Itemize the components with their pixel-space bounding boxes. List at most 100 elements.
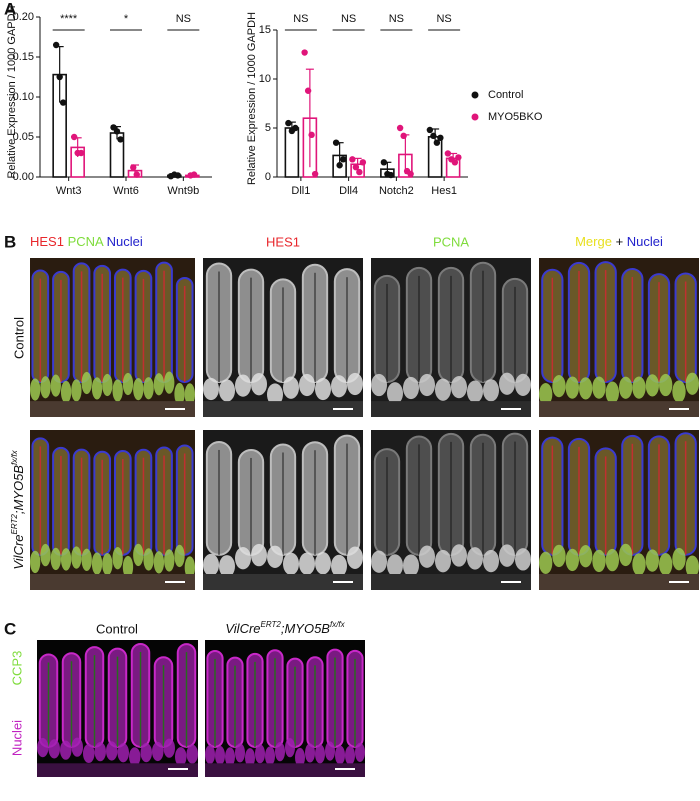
x-tick-label: Dll1 — [291, 185, 310, 197]
crypt — [122, 372, 134, 396]
data-point — [301, 49, 308, 56]
crypt — [659, 373, 673, 397]
crypt — [219, 379, 235, 402]
crypt — [335, 745, 345, 765]
submucosa — [371, 401, 531, 417]
submucosa — [205, 763, 365, 777]
x-tick-label: Wnt6 — [113, 185, 139, 197]
micrograph — [371, 430, 531, 590]
data-point — [407, 170, 414, 178]
crypt — [91, 377, 103, 400]
x-tick-label: Dll4 — [339, 185, 358, 197]
crypt — [605, 381, 619, 404]
data-point — [304, 87, 312, 94]
crypt — [331, 554, 347, 578]
crypt — [143, 548, 154, 571]
crypt — [419, 545, 435, 568]
crypt — [283, 552, 299, 576]
crypt — [387, 382, 403, 405]
data-point — [437, 134, 444, 141]
crypt — [219, 555, 235, 578]
crypt — [325, 741, 335, 761]
y-tick-label: 0 — [265, 171, 271, 183]
row-label: Control — [11, 317, 26, 359]
crypt — [499, 544, 515, 567]
bar — [284, 127, 300, 178]
crypt — [81, 371, 92, 395]
data-point — [359, 159, 367, 166]
data-point — [430, 132, 437, 140]
submucosa — [30, 574, 195, 590]
crypt — [579, 377, 593, 400]
data-point — [444, 150, 452, 157]
micrograph-content — [37, 640, 198, 777]
data-point — [332, 139, 340, 146]
data-point — [133, 171, 140, 178]
panel-letter: B — [4, 232, 16, 251]
x-tick-label: Hes1 — [431, 185, 457, 197]
crypt — [299, 373, 315, 397]
crypt — [645, 549, 659, 572]
micrograph — [539, 430, 699, 590]
crypt — [133, 543, 144, 567]
y-tick-label: 0.20 — [13, 11, 34, 23]
data-point — [400, 132, 407, 140]
data-point — [56, 73, 63, 81]
y-tick-label: 0.05 — [13, 131, 34, 143]
crypt — [295, 747, 305, 768]
crypt — [235, 374, 251, 397]
micrograph-content — [203, 430, 363, 590]
data-point — [336, 162, 343, 169]
panel-letter: A — [4, 0, 16, 18]
crypt — [592, 549, 606, 573]
crypt — [71, 737, 83, 757]
y-tick-label: 0.10 — [13, 91, 34, 103]
micrograph-content — [371, 430, 531, 590]
crypt — [164, 549, 175, 572]
channel-label: CCP3 — [9, 651, 24, 686]
crypt — [153, 551, 165, 574]
data-point — [130, 164, 137, 171]
crypt — [186, 744, 198, 764]
crypt — [245, 748, 255, 768]
significance-label: NS — [176, 13, 191, 25]
micrograph-background — [539, 430, 699, 590]
micrograph-content — [539, 258, 699, 417]
crypt — [184, 383, 195, 406]
crypt — [515, 373, 531, 396]
submucosa — [539, 574, 699, 590]
crypt — [255, 744, 265, 764]
crypt — [152, 741, 164, 762]
crypt — [30, 550, 41, 574]
crypt — [451, 544, 467, 567]
crypt — [632, 553, 646, 576]
crypt — [143, 377, 154, 400]
significance-label: NS — [293, 13, 308, 25]
legend-label: MYO5BKO — [488, 111, 543, 123]
crypt — [619, 543, 633, 567]
crypt — [225, 747, 235, 767]
legend-marker — [471, 91, 479, 99]
crypt — [315, 377, 331, 401]
crypt — [203, 553, 219, 577]
column-title: Merge + Nuclei — [575, 234, 663, 249]
crypt — [164, 371, 175, 394]
crypt — [71, 546, 82, 569]
crypt — [467, 380, 483, 403]
micrograph — [30, 258, 195, 417]
genotype-part: ;MYO5B — [281, 621, 330, 636]
crypt — [592, 376, 606, 399]
submucosa — [30, 401, 195, 417]
crypt — [619, 376, 633, 399]
genotype-sup: fx/fx — [330, 620, 346, 629]
crypt — [685, 555, 699, 578]
crypt — [371, 550, 387, 573]
crypt — [435, 378, 451, 401]
significance-label: NS — [341, 13, 356, 25]
crypt — [267, 383, 283, 406]
crypt — [267, 545, 283, 568]
micrograph — [37, 640, 198, 777]
data-point — [380, 159, 388, 166]
crypt — [515, 548, 531, 571]
micrograph — [371, 258, 531, 417]
